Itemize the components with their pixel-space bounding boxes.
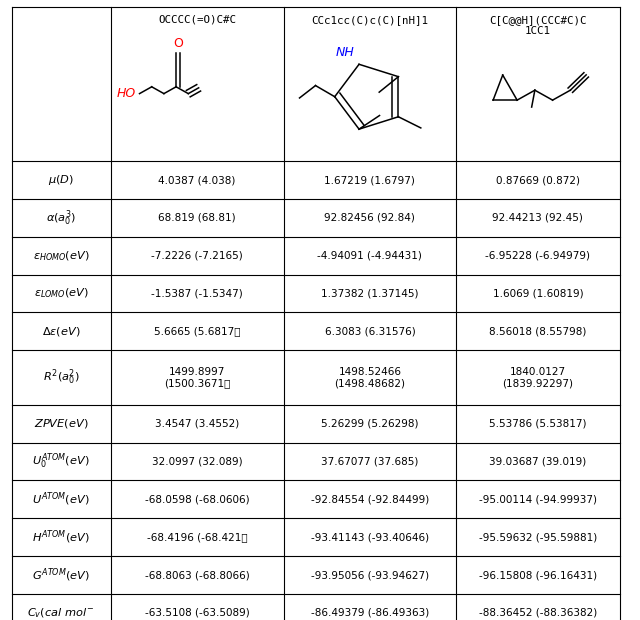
Text: O: O bbox=[173, 37, 183, 50]
Text: $ZPVE(eV)$: $ZPVE(eV)$ bbox=[34, 417, 88, 430]
Text: $\mu(D)$: $\mu(D)$ bbox=[48, 173, 74, 187]
Text: $\Delta\epsilon(eV)$: $\Delta\epsilon(eV)$ bbox=[42, 325, 81, 338]
Text: $U_0^{ATOM}(eV)$: $U_0^{ATOM}(eV)$ bbox=[33, 452, 90, 471]
Text: 6.3083 (6.31576): 6.3083 (6.31576) bbox=[324, 326, 415, 337]
Text: -4.94091 (-4.94431): -4.94091 (-4.94431) bbox=[317, 250, 422, 261]
Text: 5.6665 (5.6817）: 5.6665 (5.6817） bbox=[154, 326, 241, 337]
Text: -95.00114 (-94.99937): -95.00114 (-94.99937) bbox=[479, 494, 597, 505]
Text: 1.67219 (1.6797): 1.67219 (1.6797) bbox=[324, 175, 415, 185]
Text: 92.82456 (92.84): 92.82456 (92.84) bbox=[324, 213, 415, 223]
Text: $R^2(a_0^2)$: $R^2(a_0^2)$ bbox=[43, 368, 79, 388]
Text: 1498.52466
(1498.48682): 1498.52466 (1498.48682) bbox=[335, 367, 405, 388]
Text: 3.4547 (3.4552): 3.4547 (3.4552) bbox=[155, 418, 239, 429]
Text: OCCCC(=O)C#C: OCCCC(=O)C#C bbox=[158, 15, 236, 25]
Text: -68.4196 (-68.421）: -68.4196 (-68.421） bbox=[147, 532, 248, 542]
Text: $G^{ATOM}(eV)$: $G^{ATOM}(eV)$ bbox=[32, 566, 90, 584]
Text: CCc1cc(C)c(C)[nH]1: CCc1cc(C)c(C)[nH]1 bbox=[312, 15, 428, 25]
Text: -93.41143 (-93.40646): -93.41143 (-93.40646) bbox=[311, 532, 429, 542]
Text: 1.6069 (1.60819): 1.6069 (1.60819) bbox=[493, 288, 583, 299]
Text: $C_v(cal\ mol^{-}$: $C_v(cal\ mol^{-}$ bbox=[28, 606, 95, 619]
Text: 5.26299 (5.26298): 5.26299 (5.26298) bbox=[321, 418, 419, 429]
Text: 1499.8997
(1500.3671）: 1499.8997 (1500.3671） bbox=[164, 367, 230, 388]
Text: -63.5108 (-63.5089): -63.5108 (-63.5089) bbox=[145, 608, 250, 618]
Text: 4.0387 (4.038): 4.0387 (4.038) bbox=[159, 175, 236, 185]
Text: -92.84554 (-92.84499): -92.84554 (-92.84499) bbox=[311, 494, 429, 505]
Text: $H^{ATOM}(eV)$: $H^{ATOM}(eV)$ bbox=[32, 528, 90, 546]
Text: 32.0997 (32.089): 32.0997 (32.089) bbox=[152, 456, 243, 467]
Text: -6.95228 (-6.94979): -6.95228 (-6.94979) bbox=[485, 250, 591, 261]
Text: -1.5387 (-1.5347): -1.5387 (-1.5347) bbox=[151, 288, 243, 299]
Text: C[C@@H](CCC#C)C
1CC1: C[C@@H](CCC#C)C 1CC1 bbox=[489, 15, 587, 37]
Text: $\epsilon_{LOMO}(eV)$: $\epsilon_{LOMO}(eV)$ bbox=[34, 287, 88, 300]
Text: 1840.0127
(1839.92297): 1840.0127 (1839.92297) bbox=[502, 367, 573, 388]
Text: -93.95056 (-93.94627): -93.95056 (-93.94627) bbox=[311, 570, 429, 580]
Text: 5.53786 (5.53817): 5.53786 (5.53817) bbox=[489, 418, 587, 429]
Text: -96.15808 (-96.16431): -96.15808 (-96.16431) bbox=[479, 570, 597, 580]
Text: 68.819 (68.81): 68.819 (68.81) bbox=[158, 213, 236, 223]
Text: -86.49379 (-86.49363): -86.49379 (-86.49363) bbox=[311, 608, 429, 618]
Text: 92.44213 (92.45): 92.44213 (92.45) bbox=[493, 213, 583, 223]
Text: 39.03687 (39.019): 39.03687 (39.019) bbox=[490, 456, 586, 467]
Text: -95.59632 (-95.59881): -95.59632 (-95.59881) bbox=[479, 532, 597, 542]
Text: 37.67077 (37.685): 37.67077 (37.685) bbox=[321, 456, 419, 467]
Text: -68.0598 (-68.0606): -68.0598 (-68.0606) bbox=[145, 494, 250, 505]
Text: 1.37382 (1.37145): 1.37382 (1.37145) bbox=[321, 288, 419, 299]
Text: NH: NH bbox=[335, 46, 354, 60]
Text: -7.2226 (-7.2165): -7.2226 (-7.2165) bbox=[151, 250, 243, 261]
Text: -68.8063 (-68.8066): -68.8063 (-68.8066) bbox=[145, 570, 250, 580]
Text: 8.56018 (8.55798): 8.56018 (8.55798) bbox=[489, 326, 587, 337]
Text: -88.36452 (-88.36382): -88.36452 (-88.36382) bbox=[479, 608, 597, 618]
Text: 0.87669 (0.872): 0.87669 (0.872) bbox=[496, 175, 580, 185]
Text: $\epsilon_{HOMO}(eV)$: $\epsilon_{HOMO}(eV)$ bbox=[33, 249, 90, 262]
Text: $U^{ATOM}(eV)$: $U^{ATOM}(eV)$ bbox=[33, 490, 90, 508]
Text: $\alpha(a_0^3)$: $\alpha(a_0^3)$ bbox=[46, 208, 76, 228]
Text: HO: HO bbox=[117, 87, 136, 100]
